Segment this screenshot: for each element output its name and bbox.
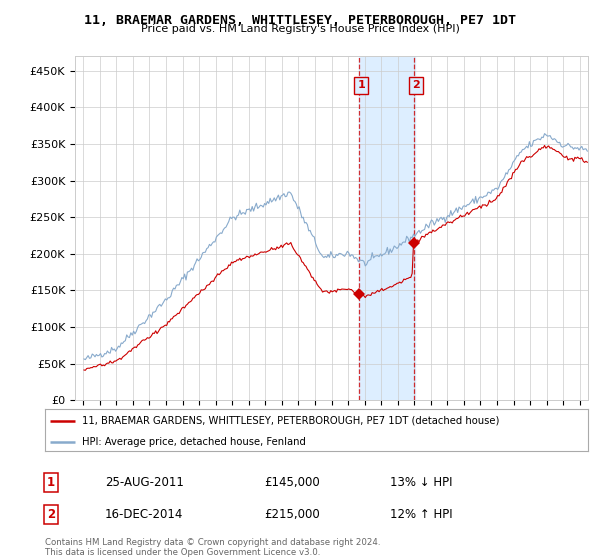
Text: 1: 1: [47, 476, 55, 489]
Text: 12% ↑ HPI: 12% ↑ HPI: [390, 507, 452, 521]
Text: 1: 1: [358, 80, 365, 90]
Text: 13% ↓ HPI: 13% ↓ HPI: [390, 476, 452, 489]
Text: HPI: Average price, detached house, Fenland: HPI: Average price, detached house, Fenl…: [82, 437, 306, 446]
Text: Contains HM Land Registry data © Crown copyright and database right 2024.
This d: Contains HM Land Registry data © Crown c…: [45, 538, 380, 557]
Text: 11, BRAEMAR GARDENS, WHITTLESEY, PETERBOROUGH, PE7 1DT: 11, BRAEMAR GARDENS, WHITTLESEY, PETERBO…: [84, 14, 516, 27]
Text: £215,000: £215,000: [264, 507, 320, 521]
Text: £145,000: £145,000: [264, 476, 320, 489]
Text: 2: 2: [412, 80, 420, 90]
Bar: [359, 56, 415, 400]
Text: Price paid vs. HM Land Registry's House Price Index (HPI): Price paid vs. HM Land Registry's House …: [140, 24, 460, 34]
Text: 11, BRAEMAR GARDENS, WHITTLESEY, PETERBOROUGH, PE7 1DT (detached house): 11, BRAEMAR GARDENS, WHITTLESEY, PETERBO…: [82, 416, 499, 426]
Text: 25-AUG-2011: 25-AUG-2011: [105, 476, 184, 489]
Text: 2: 2: [47, 507, 55, 521]
Text: 16-DEC-2014: 16-DEC-2014: [105, 507, 184, 521]
